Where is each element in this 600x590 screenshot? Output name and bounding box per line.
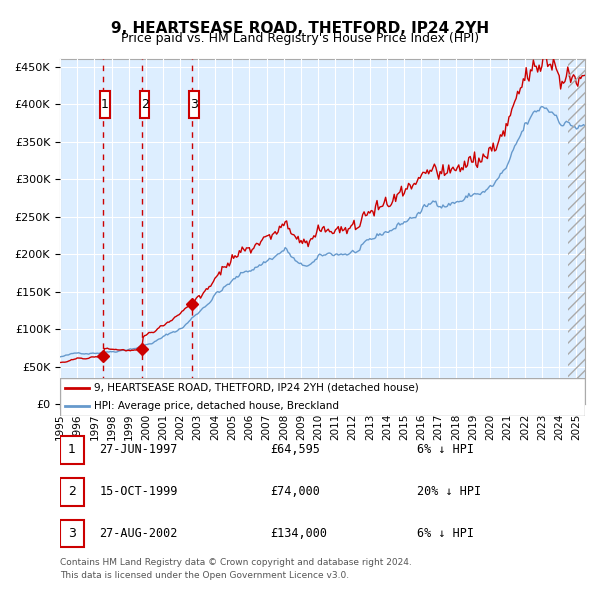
Bar: [568, 59, 585, 404]
Text: Price paid vs. HM Land Registry's House Price Index (HPI): Price paid vs. HM Land Registry's House …: [121, 32, 479, 45]
Text: 27-JUN-1997: 27-JUN-1997: [100, 443, 178, 456]
FancyBboxPatch shape: [189, 90, 199, 117]
Text: 9, HEARTSEASE ROAD, THETFORD, IP24 2YH (detached house): 9, HEARTSEASE ROAD, THETFORD, IP24 2YH (…: [94, 383, 419, 393]
Text: 20% ↓ HPI: 20% ↓ HPI: [417, 485, 481, 498]
Text: 9, HEARTSEASE ROAD, THETFORD, IP24 2YH: 9, HEARTSEASE ROAD, THETFORD, IP24 2YH: [111, 21, 489, 35]
Text: £134,000: £134,000: [270, 527, 327, 540]
Text: HPI: Average price, detached house, Breckland: HPI: Average price, detached house, Brec…: [94, 401, 339, 411]
Text: 3: 3: [190, 97, 198, 110]
Text: 2: 2: [68, 485, 76, 498]
FancyBboxPatch shape: [100, 90, 110, 117]
Text: 1: 1: [68, 443, 76, 456]
Text: 3: 3: [68, 527, 76, 540]
Text: This data is licensed under the Open Government Licence v3.0.: This data is licensed under the Open Gov…: [60, 571, 349, 579]
Text: 6% ↓ HPI: 6% ↓ HPI: [417, 443, 474, 456]
Text: £74,000: £74,000: [270, 485, 320, 498]
FancyBboxPatch shape: [60, 520, 83, 548]
Text: 27-AUG-2002: 27-AUG-2002: [100, 527, 178, 540]
Text: £64,595: £64,595: [270, 443, 320, 456]
FancyBboxPatch shape: [140, 90, 149, 117]
Text: 1: 1: [101, 97, 109, 110]
Text: Contains HM Land Registry data © Crown copyright and database right 2024.: Contains HM Land Registry data © Crown c…: [60, 558, 412, 566]
Text: 15-OCT-1999: 15-OCT-1999: [100, 485, 178, 498]
Text: 6% ↓ HPI: 6% ↓ HPI: [417, 527, 474, 540]
Text: 2: 2: [140, 97, 149, 110]
FancyBboxPatch shape: [60, 478, 83, 506]
FancyBboxPatch shape: [60, 436, 83, 464]
